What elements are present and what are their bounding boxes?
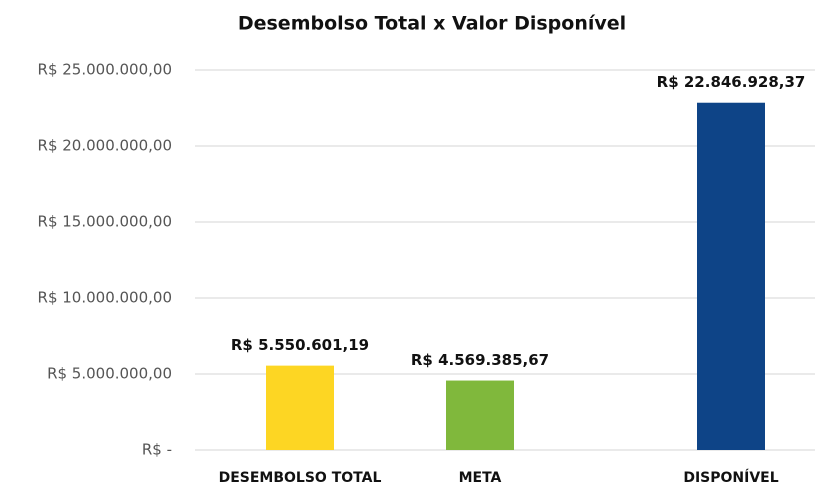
y-tick-label: R$ 10.000.000,00 [38, 289, 172, 307]
y-tick-label: R$ - [142, 441, 172, 459]
y-tick-label: R$ 20.000.000,00 [38, 137, 172, 155]
y-tick-label: R$ 5.000.000,00 [47, 365, 172, 383]
value-label: R$ 5.550.601,19 [231, 336, 369, 354]
chart-title: Desembolso Total x Valor Disponível [238, 13, 626, 35]
value-label: R$ 4.569.385,67 [411, 351, 549, 369]
value-label: R$ 22.846.928,37 [657, 73, 806, 91]
bar [266, 365, 334, 450]
bar [697, 102, 765, 451]
x-tick-label: DESEMBOLSO TOTAL [219, 470, 382, 486]
y-tick-label: R$ 15.000.000,00 [38, 213, 172, 231]
x-tick-label: META [459, 470, 502, 486]
y-tick-label: R$ 25.000.000,00 [38, 61, 172, 79]
bar [446, 380, 514, 450]
x-tick-label: DISPONÍVEL [683, 469, 778, 486]
